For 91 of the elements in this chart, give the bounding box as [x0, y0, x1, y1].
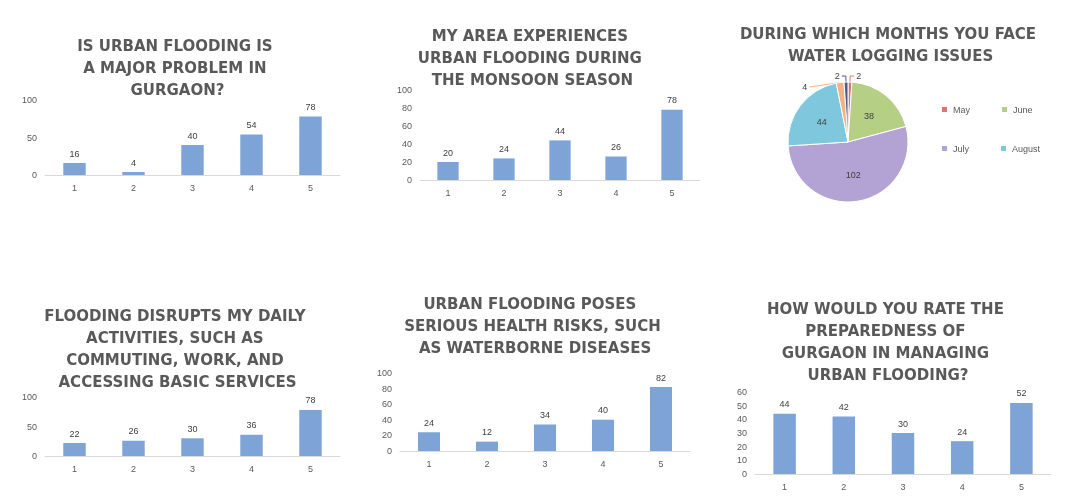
x-tick-label: 2 — [484, 458, 490, 469]
data-label: 16 — [69, 148, 80, 159]
data-label: 26 — [610, 142, 622, 153]
x-tick-label: 4 — [959, 481, 965, 492]
y-tick-label: 20 — [401, 157, 412, 167]
x-tick-label: 4 — [248, 463, 255, 474]
data-label: 38 — [863, 111, 874, 122]
x-tick-label: 5 — [307, 182, 314, 193]
y-tick-label: 80 — [381, 383, 392, 394]
data-label: 26 — [128, 426, 139, 437]
x-tick-label: 5 — [658, 458, 664, 469]
chart-title: URBAN FLOODING POSES SERIOUS HEALTH RISKS, SUCH AS WATERBORNE DISEASES — [404, 295, 661, 357]
legend-label: May — [953, 104, 971, 115]
x-tick-label: 1 — [782, 481, 788, 492]
y-tick-label: 40 — [381, 414, 392, 425]
data-label: 2 — [856, 71, 862, 82]
data-label: 42 — [838, 402, 849, 413]
data-label: 44 — [554, 125, 566, 136]
x-tick-label: 2 — [130, 182, 137, 193]
x-tick-label: 4 — [248, 182, 255, 193]
x-tick-label: 1 — [71, 463, 78, 474]
y-tick-label: 80 — [401, 103, 412, 113]
y-tick-label: 0 — [31, 451, 37, 461]
y-tick-label: 0 — [741, 469, 747, 479]
y-tick-label: 20 — [381, 430, 392, 441]
legend-label: July — [953, 143, 970, 154]
x-tick-label: 3 — [542, 458, 548, 469]
y-tick-label: 0 — [31, 170, 37, 180]
legend-label: August — [1012, 143, 1041, 154]
data-label: 22 — [69, 428, 80, 439]
data-label: 30 — [187, 423, 198, 434]
chart-title: IS URBAN FLOODING IS A MAJOR PROBLEM IN GURGAON? — [77, 37, 278, 99]
y-tick-label: 40 — [736, 414, 747, 425]
y-tick-label: 100 — [21, 392, 37, 402]
x-tick-label: 2 — [841, 481, 847, 492]
x-tick-label: 2 — [501, 187, 507, 198]
data-label: 24 — [423, 417, 435, 428]
x-tick-label: 5 — [1018, 481, 1024, 492]
data-label: 102 — [845, 169, 861, 180]
y-tick-label: 50 — [736, 400, 747, 411]
x-tick-label: 1 — [445, 187, 451, 198]
data-label: 4 — [802, 82, 808, 93]
y-tick-label: 60 — [736, 387, 747, 397]
y-tick-label: 20 — [736, 441, 747, 452]
data-label: 52 — [1016, 388, 1027, 399]
x-tick-label: 5 — [307, 463, 314, 474]
y-tick-label: 0 — [386, 446, 392, 456]
data-label: 78 — [305, 102, 316, 112]
x-tick-label: 4 — [613, 187, 619, 198]
data-label: 4 — [130, 157, 137, 168]
data-label: 24 — [957, 426, 968, 437]
data-label: 12 — [481, 427, 493, 438]
x-tick-label: 1 — [71, 182, 78, 193]
x-tick-label: 3 — [557, 187, 563, 198]
data-label: 78 — [305, 395, 316, 406]
legend-label: June — [1013, 104, 1033, 115]
data-label: 82 — [655, 372, 667, 383]
chart-title: FLOODING DISRUPTS MY DAILY ACTIVITIES, SUCH AS COMMUTING, WORK, AND ACCESSING BASIC SERVICES — [44, 307, 311, 391]
y-tick-label: 100 — [396, 85, 412, 95]
data-label: 78 — [666, 95, 678, 106]
x-tick-label: 2 — [130, 463, 137, 474]
data-label: 36 — [246, 420, 257, 431]
x-tick-label: 3 — [189, 463, 196, 474]
y-tick-label: 30 — [736, 428, 747, 438]
chart-title: HOW WOULD YOU RATE THE PREPAREDNESS OF GURGAON IN MANAGING URBAN FLOODING? — [766, 300, 1010, 384]
data-label: 40 — [187, 130, 198, 141]
data-label: 20 — [442, 147, 454, 158]
data-label: 2 — [834, 71, 840, 82]
data-label: 34 — [539, 409, 551, 420]
data-label: 44 — [779, 399, 790, 410]
data-label: 24 — [498, 143, 510, 154]
data-label: 54 — [246, 120, 257, 130]
y-tick-label: 100 — [21, 95, 37, 105]
chart-title: MY AREA EXPERIENCES URBAN FLOODING DURING THE MONSOON SEASON — [417, 27, 648, 89]
y-tick-label: 60 — [381, 399, 392, 410]
y-tick-label: 60 — [401, 121, 412, 131]
x-tick-label: 3 — [189, 182, 196, 193]
y-tick-label: 0 — [406, 175, 412, 185]
chart-title: DURING WHICH MONTHS YOU FACE WATER LOGGING ISSUES — [739, 25, 1037, 65]
data-label: 30 — [897, 418, 909, 429]
x-tick-label: 5 — [669, 187, 675, 198]
x-tick-label: 4 — [600, 458, 606, 469]
y-tick-label: 10 — [736, 455, 747, 466]
data-label: 44 — [816, 116, 827, 127]
data-label: 40 — [597, 405, 609, 416]
y-tick-label: 100 — [376, 368, 392, 378]
x-tick-label: 3 — [900, 481, 906, 492]
x-tick-label: 1 — [426, 458, 432, 469]
y-tick-label: 50 — [26, 132, 37, 143]
y-tick-label: 50 — [26, 421, 37, 432]
y-tick-label: 40 — [401, 139, 412, 149]
